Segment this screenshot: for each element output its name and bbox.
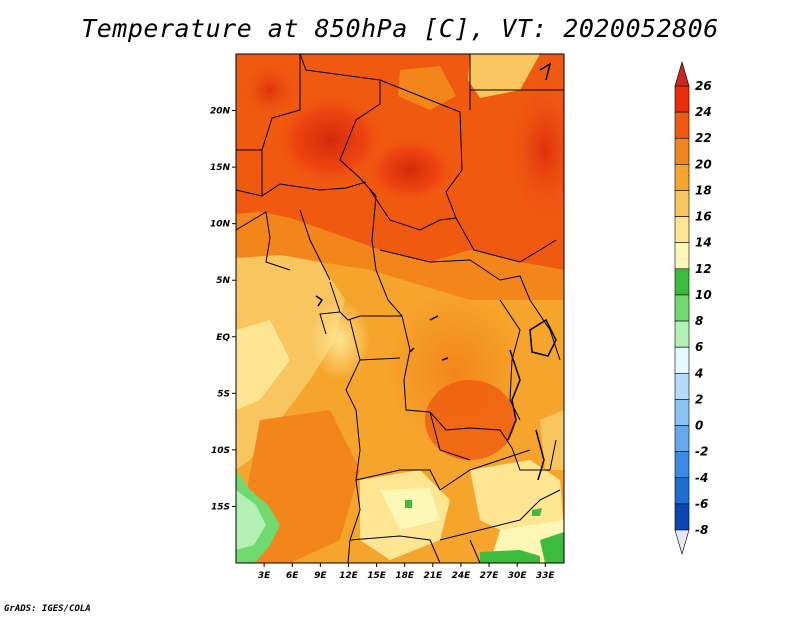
colorbar-bin [674,399,690,426]
colorbar-label: -2 [695,445,708,459]
colorbar-bin [674,372,690,400]
lon-tick-label: 21E [423,571,443,581]
lon-tick-label: 3E [258,571,271,581]
colorbar-bin [674,451,690,479]
longitude-axis: 3E 6E 9E 12E 15E 18E 21E 24E 27E 30E 33E [258,563,556,581]
lon-tick-label: 15E [367,571,387,581]
colorbar-label: 22 [695,131,712,145]
colorbar-label: 16 [695,210,712,224]
lon-tick-label: 27E [480,571,500,581]
lat-tick-label: 10N [210,220,231,230]
chart-title: Temperature at 850hPa [C], VT: 202005280… [81,14,719,43]
colorbar-bin [674,242,690,270]
lon-tick-label: 12E [339,571,359,581]
colorbar-label: 20 [695,157,712,171]
map-frame [235,53,565,564]
lat-tick-label: 10S [211,446,230,456]
colorbar-label: 10 [695,288,712,302]
latitude-axis: 20N 15N 10N 5N EQ 5S 10S 15S [210,107,236,512]
colorbar-label: 14 [695,236,712,250]
colorbar-bin [674,216,690,244]
lon-tick-label: 6E [286,571,299,581]
colorbar-over-triangle [674,60,690,87]
colorbar-label: 6 [695,340,703,354]
colorbar-under-triangle [674,529,690,556]
lat-tick-label: 5S [217,389,230,399]
colorbar-bin [674,425,690,452]
lat-tick-label: 5N [216,276,230,286]
colorbar-bin [674,320,690,348]
credit-label: GrADS: IGES/COLA [4,604,91,614]
colorbar-label: -8 [695,523,708,537]
colorbar-bin [674,346,690,374]
colorbar-bin [674,294,690,322]
lat-tick-label: 15N [210,163,231,173]
colorbar-bin [674,85,690,113]
lat-tick-label: 20N [210,107,231,117]
temperature-field [236,54,564,563]
colorbar-label: 4 [694,366,703,380]
colorbar-label: 26 [695,79,712,93]
colorbar-label: 8 [695,314,703,328]
colorbar-bin [674,111,690,139]
colorbar-label: 2 [695,392,703,406]
lon-tick-label: 18E [395,571,415,581]
colorbar-bin [674,268,690,296]
lon-tick-label: 33E [536,571,556,581]
colorbar-bin [674,190,690,217]
colorbar-bin [674,137,690,165]
lon-tick-label: 24E [452,571,472,581]
colorbar-label: -6 [695,497,708,511]
colorbar-label: 0 [695,419,703,433]
colorbar-label: -4 [695,471,708,485]
lat-tick-label: EQ [216,333,230,343]
lat-tick-label: 15S [211,502,230,512]
lon-tick-label: 30E [508,571,528,581]
colorbar-label: 18 [695,183,712,197]
colorbar-label: 12 [695,262,712,276]
colorbar-bin [674,503,690,531]
colorbar-bin [674,477,690,505]
colorbar-bin [674,164,690,191]
lon-tick-label: 9E [314,571,327,581]
colorbar-label: 24 [695,105,712,119]
